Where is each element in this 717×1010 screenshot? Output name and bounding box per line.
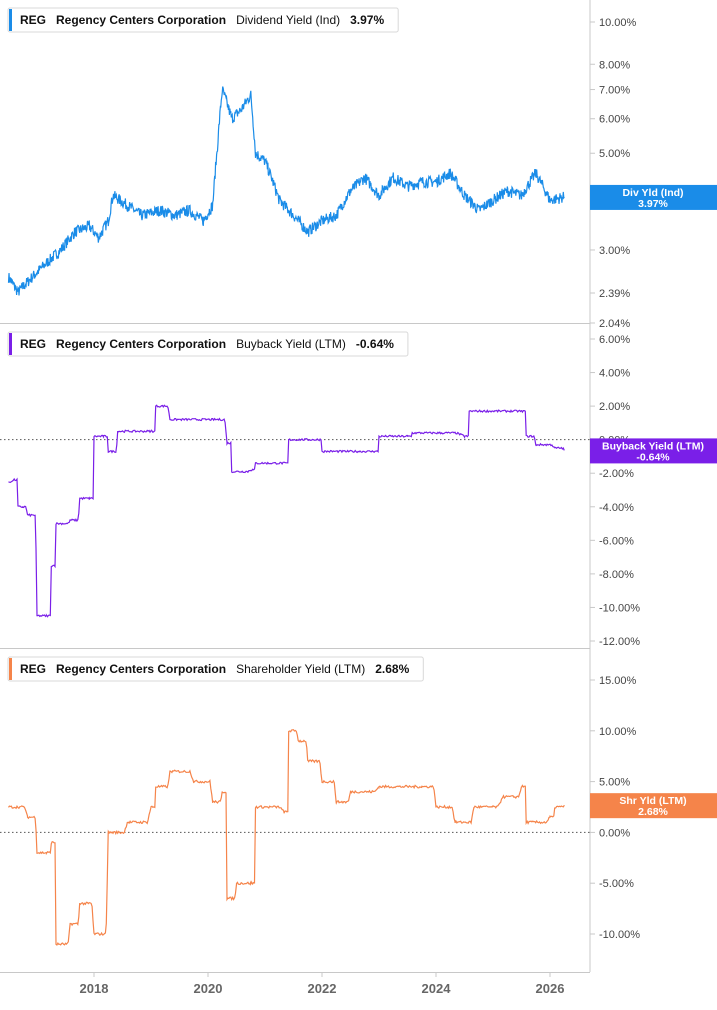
panel-legend-1: REG Regency Centers Corporation Dividend Y… [7, 7, 399, 33]
y-tick-label: 0.00% [599, 827, 630, 839]
y-tick-label: 3.00% [599, 245, 630, 257]
y-tick-label: -10.00% [599, 929, 640, 941]
value-badge-value: 3.97% [638, 198, 668, 210]
legend-metric: Dividend Yield (Ind) [236, 13, 340, 27]
legend-metric: Shareholder Yield (LTM) [236, 662, 365, 676]
y-tick-label: 2.04% [599, 318, 630, 330]
legend-value: -0.64% [356, 337, 394, 351]
value-badge-bg [590, 793, 717, 819]
legend-box [7, 656, 424, 682]
legend-company: Regency Centers Corporation [56, 337, 226, 351]
value-badge-label: Shr Yld (LTM) [619, 795, 686, 807]
value-badge-bg [590, 184, 717, 210]
axes-layer: 10.00% 8.00% 7.00% 6.00% 5.00% 4.00% 3.00% 2.39… [0, 0, 640, 996]
value-badge-bg [590, 438, 717, 464]
value-badge-value: 2.68% [638, 806, 668, 818]
value-badge-1: Div Yld (Ind)3.97% [590, 184, 717, 210]
series-line-3 [8, 729, 565, 946]
value-badge-2: Buyback Yield (LTM)-0.64% [590, 438, 717, 464]
legend-metric: Buyback Yield (LTM) [236, 337, 346, 351]
y-tick-label: 4.00% [599, 368, 630, 380]
y-tick-label: 2.00% [599, 401, 630, 413]
y-tick-label: -12.00% [599, 636, 640, 648]
y-tick-label: 8.00% [599, 59, 630, 71]
legend-box [7, 331, 409, 357]
y-tick-label: 5.00% [599, 148, 630, 160]
panel-legend-2: REG Regency Centers Corporation Buyback Yi… [7, 331, 409, 357]
y-tick-label: -2.00% [599, 468, 634, 480]
value-badge-3: Shr Yld (LTM)2.68% [590, 793, 717, 819]
y-tick-label: 5.00% [599, 777, 630, 789]
y-tick-label: 2.39% [599, 288, 630, 300]
x-tick-label: 2018 [80, 981, 109, 996]
series-line-1 [7, 86, 565, 296]
legend-value: 2.68% [375, 662, 409, 676]
legend-color-swatch [9, 658, 12, 680]
y-tick-label: 6.00% [599, 114, 630, 126]
series-line-2 [8, 404, 565, 618]
y-tick-label: 7.00% [599, 85, 630, 97]
x-tick-label: 2020 [194, 981, 223, 996]
value-badge-label: Div Yld (Ind) [622, 187, 683, 199]
legend-color-swatch [9, 333, 12, 355]
legend-ticker: REG [20, 13, 46, 27]
panel-legend-3: REG Regency Centers Corporation Shareholde… [7, 656, 424, 682]
y-tick-label: -4.00% [599, 502, 634, 514]
legend-box [7, 7, 399, 33]
y-tick-label: -10.00% [599, 602, 640, 614]
x-tick-label: 2022 [308, 981, 337, 996]
y-tick-label: -6.00% [599, 535, 634, 547]
y-tick-label: -8.00% [599, 569, 634, 581]
legend-ticker: REG [20, 337, 46, 351]
y-tick-label: 10.00% [599, 17, 637, 29]
x-tick-label: 2026 [536, 981, 565, 996]
y-tick-label: 10.00% [599, 726, 637, 738]
legend-color-swatch [9, 9, 12, 31]
value-badge-label: Buyback Yield (LTM) [602, 440, 704, 452]
y-tick-label: 6.00% [599, 334, 630, 346]
legend-company: Regency Centers Corporation [56, 662, 226, 676]
x-tick-label: 2024 [422, 981, 452, 996]
legend-company: Regency Centers Corporation [56, 13, 226, 27]
legend-ticker: REG [20, 662, 46, 676]
y-tick-label: -5.00% [599, 878, 634, 890]
series-layer [7, 86, 565, 946]
value-badge-value: -0.64% [636, 451, 670, 463]
y-tick-label: 15.00% [599, 675, 637, 687]
legend-value: 3.97% [350, 13, 384, 27]
labels-layer: REG Regency Centers Corporation Dividend Y… [7, 7, 717, 819]
